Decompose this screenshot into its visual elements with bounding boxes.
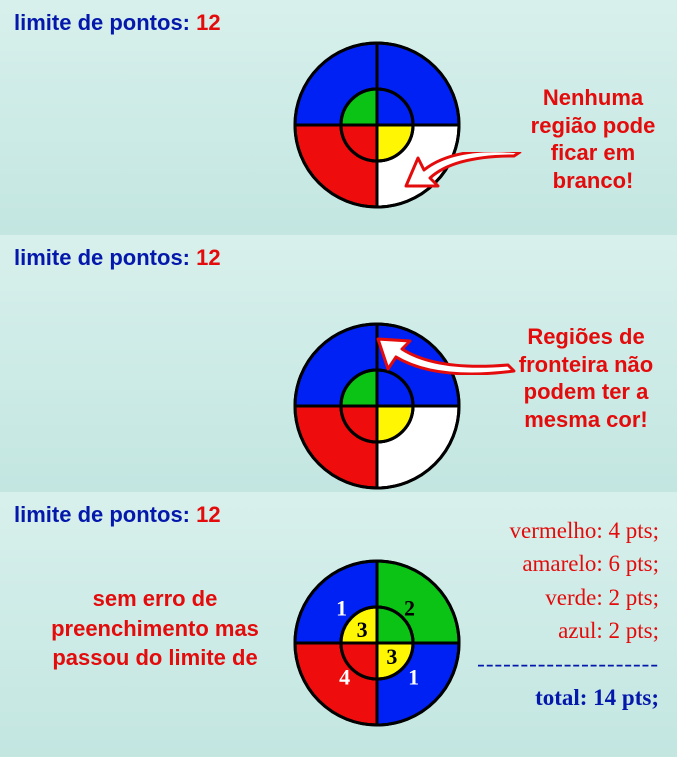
svg-text:1: 1 bbox=[408, 665, 419, 690]
limit-label: limite de pontos: bbox=[14, 245, 190, 270]
svg-text:3: 3 bbox=[357, 617, 368, 642]
limit-line-1: limite de pontos: 12 bbox=[14, 10, 221, 36]
sub-message: sem erro de preenchimento mas passou do … bbox=[20, 584, 290, 673]
limit-label: limite de pontos: bbox=[14, 10, 190, 35]
score-separator: --------------------- bbox=[427, 647, 659, 680]
score-total: total: 14 pts; bbox=[427, 681, 659, 714]
limit-line-3: limite de pontos: 12 bbox=[14, 502, 221, 528]
limit-value: 12 bbox=[196, 10, 220, 35]
panel-1: limite de pontos: 12 Nenhuma região pode… bbox=[0, 0, 677, 235]
panel-3: limite de pontos: 12 sem erro de preench… bbox=[0, 492, 677, 757]
panel-2: limite de pontos: 12 Regiões de fronteir… bbox=[0, 235, 677, 492]
svg-text:4: 4 bbox=[339, 665, 350, 690]
score-line: vermelho: 4 pts; bbox=[427, 514, 659, 547]
svg-text:2: 2 bbox=[404, 596, 415, 621]
callout-text-1: Nenhuma região pode ficar em branco! bbox=[508, 84, 677, 194]
svg-text:3: 3 bbox=[386, 644, 397, 669]
limit-value: 12 bbox=[196, 502, 220, 527]
score-line: amarelo: 6 pts; bbox=[427, 547, 659, 580]
callout-arrow-2 bbox=[376, 321, 516, 380]
limit-value: 12 bbox=[196, 245, 220, 270]
limit-label: limite de pontos: bbox=[14, 502, 190, 527]
callout-text-2: Regiões de fronteira não podem ter a mes… bbox=[496, 323, 676, 433]
score-line: azul: 2 pts; bbox=[427, 614, 659, 647]
svg-text:1: 1 bbox=[336, 596, 347, 621]
score-block: vermelho: 4 pts; amarelo: 6 pts; verde: … bbox=[427, 514, 659, 714]
callout-arrow-1 bbox=[404, 152, 524, 221]
score-line: verde: 2 pts; bbox=[427, 581, 659, 614]
limit-line-2: limite de pontos: 12 bbox=[14, 245, 221, 271]
